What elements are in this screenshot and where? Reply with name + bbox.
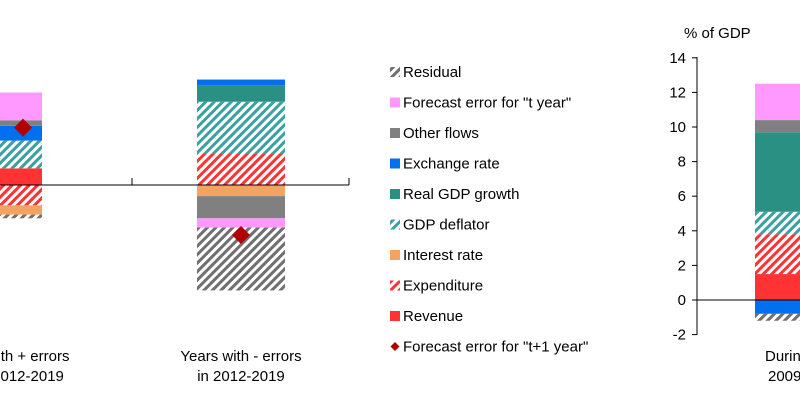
forecast-error-t1-marker [14, 118, 32, 137]
y-tick-label: 0 [678, 292, 686, 309]
legend-label: Other flows [403, 125, 479, 142]
category-label: in 2012-2019 [197, 368, 285, 385]
legend-swatch [390, 67, 400, 77]
legend-item-forecast-error-for-t-1-year: Forecast error for "t+1 year" [390, 339, 588, 356]
legend-swatch [390, 219, 400, 230]
legend-label: Expenditure [403, 278, 483, 295]
bar-segment-other-flows [197, 196, 285, 219]
bar-segment-interest-rate [0, 205, 42, 215]
bar-segment-real-gdp-growth [755, 132, 800, 212]
legend-item-revenue: Revenue [390, 308, 463, 325]
y-axis-title: % of GDP [684, 25, 751, 42]
legend-item-real-gdp-growth: Real GDP growth [390, 186, 519, 203]
bar-segment-expenditure [197, 153, 285, 185]
legend-swatch [390, 280, 400, 291]
legend-label: Forecast error for "t+1 year" [403, 339, 588, 356]
legend-item-interest-rate: Interest rate [390, 247, 483, 264]
legend-label: Exchange rate [403, 156, 500, 173]
y-tick-label: 8 [678, 154, 686, 171]
bar-segment-revenue [755, 274, 800, 300]
y-tick-label: 6 [678, 188, 686, 205]
y-tick-label: 12 [669, 84, 686, 101]
bar-segment-expenditure [755, 234, 800, 275]
legend-swatch [390, 128, 400, 138]
y-tick-label: 10 [669, 119, 686, 136]
legend-label: Real GDP growth [403, 186, 519, 203]
legend-label: Interest rate [403, 247, 483, 264]
category-label: Years with - errors [180, 348, 301, 365]
legend-swatch [390, 158, 400, 169]
right-chart: % of GDP 14 12 10 8 6 4 2 0 -2 Durin 2009 [669, 25, 800, 385]
legend-label: GDP deflator [403, 217, 489, 234]
legend-label: Revenue [403, 308, 463, 325]
legend-swatch [390, 342, 400, 351]
bar-segment-residual [755, 313, 800, 321]
legend-item-forecast-error-for-t-year: Forecast error for "t year" [390, 95, 571, 112]
bar-segment-gdp-deflator [0, 140, 42, 169]
legend-label: Forecast error for "t year" [403, 95, 571, 112]
left-chart: with + errors 2012-2019 Years with - err… [0, 79, 350, 385]
legend-item-gdp-deflator: GDP deflator [390, 217, 489, 234]
category-label: Durin [765, 348, 800, 365]
bar-segment-exchange-rate [755, 300, 800, 314]
y-tick-label: 4 [678, 223, 686, 240]
category-label: 2012-2019 [0, 368, 64, 385]
y-tick-label: 14 [669, 50, 686, 67]
legend-swatch [390, 250, 400, 260]
bar-segment-interest-rate [197, 185, 285, 197]
legend-item-residual: Residual [390, 64, 461, 81]
bar-segment-forecast-error-for-t-year [197, 218, 285, 228]
y-tick-label: -2 [673, 327, 686, 344]
category-label: with + errors [0, 348, 69, 365]
legend-item-exchange-rate: Exchange rate [390, 156, 500, 173]
category-label: 2009 [768, 368, 800, 385]
legend-swatch [390, 189, 400, 199]
bar-segment-other-flows [755, 120, 800, 133]
bar-segment-gdp-deflator [197, 101, 285, 154]
bar-segment-exchange-rate [197, 79, 285, 86]
legend-swatch [390, 97, 400, 108]
legend-label: Residual [403, 64, 461, 81]
forecast-error-t1-marker [232, 225, 250, 244]
legend-item-expenditure: Expenditure [390, 278, 483, 295]
legend-swatch [390, 311, 400, 321]
bar-segment-gdp-deflator [755, 211, 800, 235]
bar-segment-forecast-error-for-t-year [755, 83, 800, 121]
bar-segment-real-gdp-growth [197, 85, 285, 102]
y-tick-label: 2 [678, 257, 686, 274]
bar-segment-residual [0, 214, 42, 219]
legend-item-other-flows: Other flows [390, 125, 479, 142]
bar-segment-revenue [0, 168, 42, 185]
bar-segment-forecast-error-for-t-year [0, 92, 42, 121]
bar-segment-expenditure [0, 185, 42, 206]
legend: Residual Forecast error for "t year" Other… [390, 64, 588, 356]
